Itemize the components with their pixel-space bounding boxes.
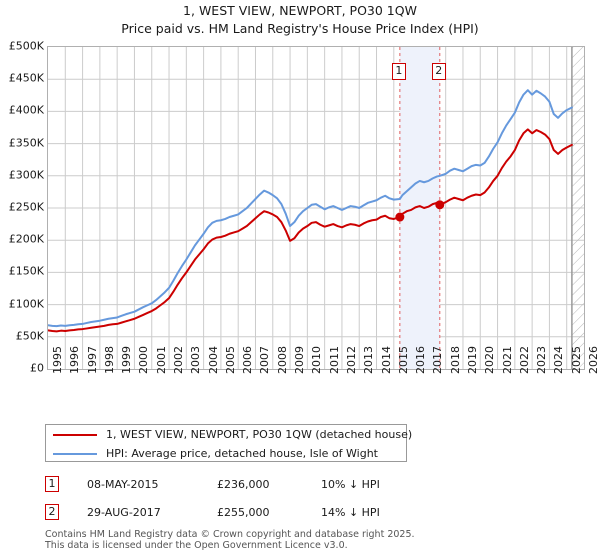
x-axis-tick-label: 2025	[569, 346, 583, 374]
transaction-date: 08-MAY-2015	[87, 477, 159, 491]
x-axis-tick-label: 2004	[206, 346, 220, 374]
chart-title: 1, WEST VIEW, NEWPORT, PO30 1QW	[183, 3, 417, 18]
y-axis-tick-label: £250K	[8, 200, 44, 214]
y-axis-tick-label: £300K	[8, 168, 44, 182]
x-axis-tick-label: 1996	[68, 346, 82, 374]
footer-attribution: Contains HM Land Registry data © Crown c…	[45, 529, 565, 551]
x-axis-tick-label: 1998	[102, 346, 116, 374]
x-axis-tick-label: 1995	[51, 346, 64, 374]
y-axis-tick-label: £150K	[8, 264, 44, 278]
chart-legend: 1, WEST VIEW, NEWPORT, PO30 1QW (detache…	[45, 424, 412, 463]
y-axis-tick-label: £200K	[8, 232, 44, 246]
plot-svg	[48, 47, 584, 369]
chart-subtitle: Price paid vs. HM Land Registry's House …	[121, 21, 479, 36]
y-axis-tick-label: £500K	[8, 39, 44, 53]
transaction-date: 29-AUG-2017	[87, 505, 161, 519]
x-axis-tick-label: 2010	[310, 346, 324, 374]
y-axis-tick-label: £100K	[8, 297, 44, 311]
x-axis-tick-label: 2017	[431, 346, 445, 374]
x-axis-tick-label: 2013	[362, 346, 376, 374]
x-axis-tick-label: 2005	[223, 346, 237, 374]
x-axis-tick-label: 2020	[483, 346, 497, 374]
x-axis-tick-label: 2000	[137, 346, 151, 374]
x-axis-tick-label: 2014	[379, 346, 393, 374]
x-axis-tick-label: 2002	[172, 346, 186, 374]
transaction-hpi-delta: 14% ↓ HPI	[321, 505, 380, 519]
legend-item-hpi: HPI: Average price, detached house, Isle…	[46, 444, 406, 463]
x-axis-tick-label: 2011	[327, 346, 341, 374]
footer-line-1: Contains HM Land Registry data © Crown c…	[45, 529, 415, 540]
transaction-price: £236,000	[217, 477, 270, 491]
x-axis-tick-label: 2021	[500, 346, 514, 374]
page-title: 1, WEST VIEW, NEWPORT, PO30 1QW Price pa…	[0, 2, 600, 38]
x-axis-tick-label: 2009	[293, 346, 307, 374]
x-axis-tick-label: 2007	[258, 346, 272, 374]
x-axis-tick-label: 2024	[552, 346, 566, 374]
status-badge: 1	[45, 476, 59, 492]
x-axis-tick-label: 2019	[465, 346, 479, 374]
x-axis-tick-label: 2008	[275, 346, 289, 374]
series-lines	[48, 89, 573, 333]
projection-band	[571, 47, 584, 369]
sale-point-markers	[395, 200, 445, 222]
highlight-band	[399, 47, 440, 369]
x-axis-tick-label: 2023	[535, 346, 549, 374]
footer-line-2: This data is licensed under the Open Gov…	[45, 540, 348, 551]
transaction-price: £255,000	[217, 505, 270, 519]
x-axis-tick-label: 2016	[414, 346, 428, 374]
x-axis-tick-label: 2015	[396, 346, 410, 374]
table-row[interactable]: 2 29-AUG-2017 £255,000 14% ↓ HPI	[45, 501, 465, 523]
x-axis-tick-label: 2001	[154, 346, 168, 374]
plot-area	[47, 46, 585, 370]
x-axis-tick-label: 1999	[120, 346, 134, 374]
y-axis-tick-label: £450K	[8, 71, 44, 85]
x-axis-tick-label: 2018	[448, 346, 462, 374]
transaction-hpi-delta: 10% ↓ HPI	[321, 477, 380, 491]
legend-swatch-property	[53, 433, 97, 436]
sale-marker-box[interactable]: 1	[391, 63, 406, 80]
x-axis-tick-label: 2026	[587, 346, 600, 374]
x-axis-tick-label: 2022	[517, 346, 531, 374]
y-axis-tick-label: £50K	[15, 329, 44, 343]
x-axis-tick-label: 2003	[189, 346, 203, 374]
y-axis-tick-label: £0	[30, 361, 44, 375]
status-badge: 2	[45, 504, 59, 520]
legend-label-property: 1, WEST VIEW, NEWPORT, PO30 1QW (detache…	[106, 428, 413, 441]
table-row[interactable]: 1 08-MAY-2015 £236,000 10% ↓ HPI	[45, 473, 465, 495]
legend-item-property: 1, WEST VIEW, NEWPORT, PO30 1QW (detache…	[46, 425, 412, 444]
x-axis-tick-label: 2006	[241, 346, 255, 374]
y-axis-tick-label: £400K	[8, 103, 44, 117]
x-axis-tick-label: 2012	[344, 346, 358, 374]
sale-marker-box[interactable]: 2	[431, 63, 446, 80]
x-axis-tick-label: 1997	[85, 346, 99, 374]
legend-label-hpi: HPI: Average price, detached house, Isle…	[106, 447, 378, 460]
legend-swatch-hpi	[53, 452, 97, 455]
y-axis-tick-label: £350K	[8, 136, 44, 150]
